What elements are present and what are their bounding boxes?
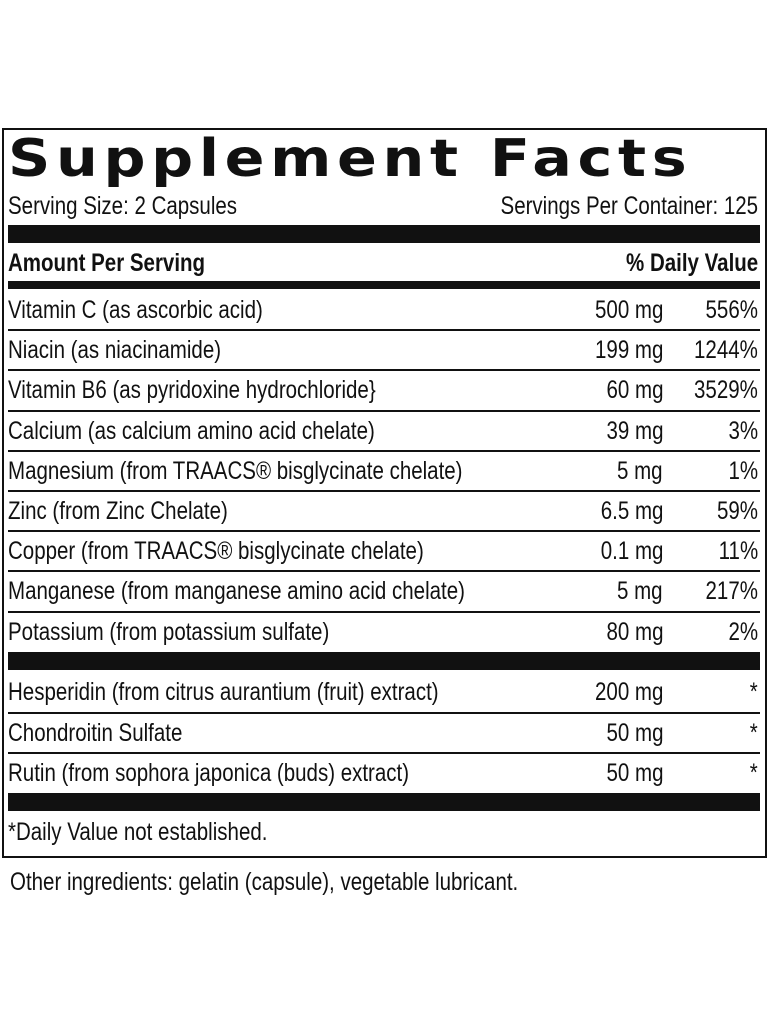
- divider-thick: [8, 225, 760, 243]
- row-separator: [8, 369, 760, 372]
- nutrient-row: Rutin (from sophora japonica (buds) extr…: [8, 753, 758, 793]
- serving-size: Serving Size: 2 Capsules: [8, 192, 238, 220]
- row-separator: [8, 409, 760, 412]
- panel-title: Supplement Facts: [8, 129, 693, 189]
- nutrient-name: Hesperidin (from citrus aurantium (fruit…: [8, 678, 439, 706]
- nutrient-amount: 80 mg: [606, 617, 663, 646]
- serving-info: Serving Size: 2 Capsules Servings Per Co…: [8, 186, 758, 226]
- nutrient-amount: 60 mg: [606, 376, 663, 405]
- row-separator: [8, 711, 760, 714]
- row-separator: [8, 570, 760, 573]
- nutrient-amount: 200 mg: [594, 678, 663, 706]
- nutrient-daily-value: *: [750, 678, 758, 706]
- nutrient-amount: 39 mg: [606, 416, 663, 445]
- row-separator: [8, 530, 760, 533]
- daily-value-label: % Daily Value: [625, 249, 758, 277]
- nutrient-name: Vitamin B6 (as pyridoxine hydrochloride}: [8, 376, 376, 405]
- row-separator: [8, 752, 760, 754]
- divider-thick: [8, 652, 760, 670]
- nutrient-name: Calcium (as calcium amino acid chelate): [8, 416, 375, 445]
- nutrient-amount: 5 mg: [617, 577, 663, 606]
- other-ingredients: Other ingredients: gelatin (capsule), ve…: [10, 862, 760, 902]
- nutrient-daily-value: 3529%: [694, 376, 758, 405]
- nutrient-row: Zinc (from Zinc Chelate) 6.5 mg 59%: [8, 491, 758, 531]
- amount-per-serving-label: Amount Per Serving: [8, 249, 206, 277]
- nutrient-daily-value: *: [750, 718, 758, 747]
- column-header: Amount Per Serving % Daily Value: [8, 243, 758, 283]
- row-separator: [8, 490, 760, 492]
- nutrient-daily-value: 59%: [716, 497, 758, 525]
- nutrient-row: Vitamin C (as ascorbic acid) 500 mg 556%: [8, 290, 758, 330]
- nutrient-name: Niacin (as niacinamide): [8, 336, 222, 365]
- nutrient-amount: 199 mg: [594, 336, 663, 365]
- footnote-text: *Daily Value not established.: [8, 818, 268, 846]
- row-separator: [8, 449, 760, 452]
- nutrient-amount: 5 mg: [617, 456, 663, 485]
- nutrient-row: Calcium (as calcium amino acid chelate) 3…: [8, 411, 758, 451]
- nutrient-name: Magnesium (from TRAACS® bisglycinate che…: [8, 456, 463, 485]
- row-separator: [8, 329, 760, 332]
- nutrient-daily-value: 3%: [728, 416, 758, 445]
- nutrient-amount: 50 mg: [606, 759, 663, 787]
- nutrient-name: Manganese (from manganese amino acid che…: [8, 577, 465, 606]
- nutrient-name: Potassium (from potassium sulfate): [8, 617, 330, 646]
- nutrient-amount: 50 mg: [606, 718, 663, 747]
- nutrient-name: Rutin (from sophora japonica (buds) extr…: [8, 759, 410, 787]
- nutrient-daily-value: 1%: [728, 456, 758, 485]
- footnote: *Daily Value not established.: [8, 812, 758, 852]
- nutrient-daily-value: *: [750, 759, 758, 787]
- nutrient-daily-value: 217%: [705, 577, 758, 606]
- nutrient-name: Vitamin C (as ascorbic acid): [8, 296, 263, 324]
- nutrient-amount: 6.5 mg: [600, 497, 663, 525]
- nutrient-name: Copper (from TRAACS® bisglycinate chelat…: [8, 537, 424, 566]
- nutrient-name: Chondroitin Sulfate: [8, 718, 183, 747]
- nutrient-amount: 0.1 mg: [600, 537, 663, 566]
- nutrient-daily-value: 556%: [705, 296, 758, 324]
- nutrient-name: Zinc (from Zinc Chelate): [8, 497, 228, 525]
- supplement-facts-panel: [2, 128, 767, 858]
- servings-per-container: Servings Per Container: 125: [500, 192, 758, 220]
- nutrient-daily-value: 11%: [718, 537, 758, 566]
- divider-medium: [8, 281, 760, 289]
- other-ingredients-text: Other ingredients: gelatin (capsule), ve…: [10, 868, 519, 896]
- nutrient-row: Niacin (as niacinamide) 199 mg 1244%: [8, 330, 758, 370]
- row-separator: [8, 610, 760, 613]
- nutrient-row: Hesperidin (from citrus aurantium (fruit…: [8, 672, 758, 712]
- nutrient-row: Manganese (from manganese amino acid che…: [8, 571, 758, 611]
- nutrient-row: Copper (from TRAACS® bisglycinate chelat…: [8, 531, 758, 571]
- nutrient-amount: 500 mg: [594, 296, 663, 324]
- divider-thick: [8, 793, 760, 811]
- nutrient-row: Potassium (from potassium sulfate) 80 mg 2…: [8, 612, 758, 652]
- nutrient-row: Magnesium (from TRAACS® bisglycinate che…: [8, 451, 758, 491]
- nutrient-daily-value: 2%: [728, 617, 758, 646]
- nutrient-row: Vitamin B6 (as pyridoxine hydrochloride}…: [8, 370, 758, 410]
- nutrient-daily-value: 1244%: [694, 336, 758, 365]
- nutrient-row: Chondroitin Sulfate 50 mg *: [8, 713, 758, 753]
